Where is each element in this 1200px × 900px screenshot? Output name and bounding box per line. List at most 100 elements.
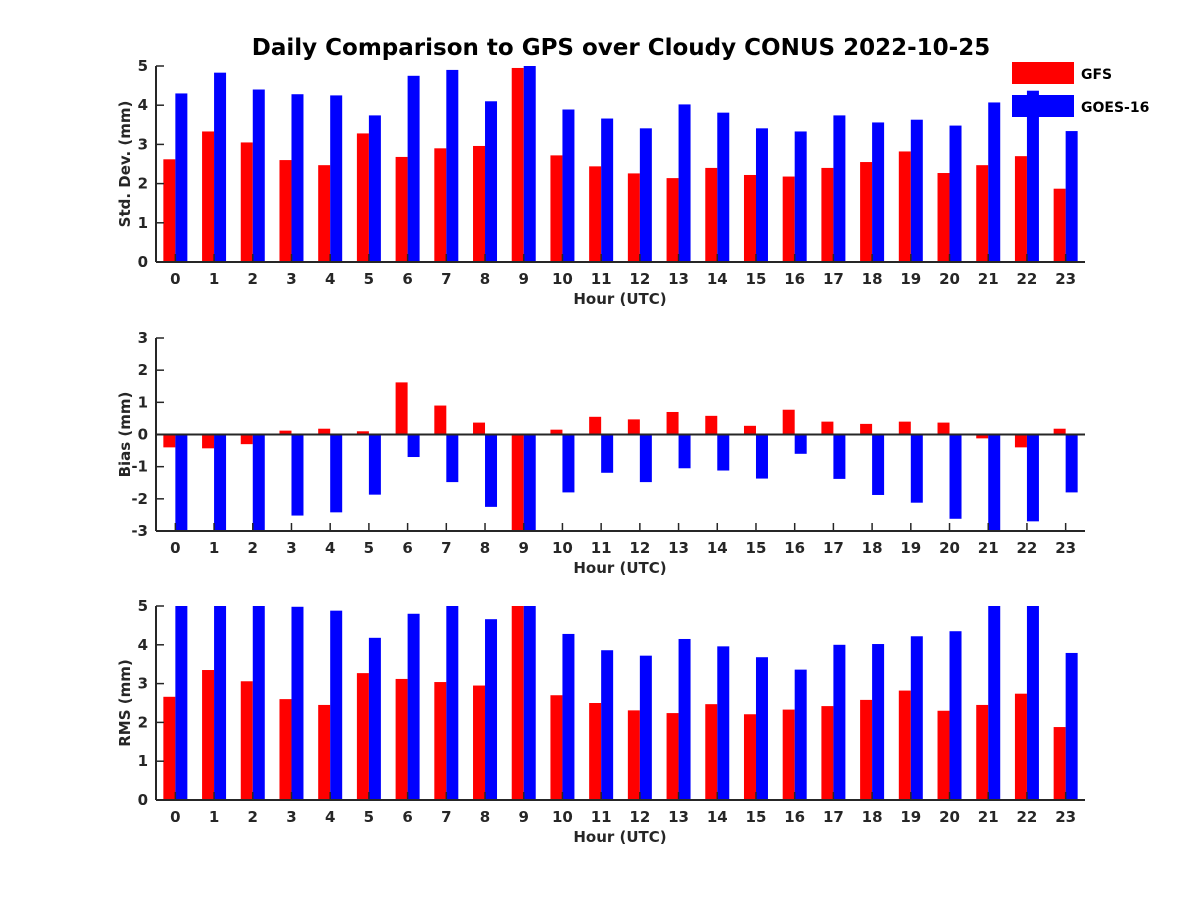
bar-goes16-hour-8 (485, 619, 498, 800)
bar-goes16-hour-18 (872, 434, 885, 495)
bar-goes16-hour-3 (291, 94, 304, 262)
bar-goes16-hour-9 (523, 66, 536, 262)
bar-goes16-hour-0 (175, 606, 188, 800)
bar-goes16-hour-23 (1065, 652, 1078, 800)
legend-label-gfs: GFS (1081, 67, 1112, 83)
y-axis-label: Std. Dev. (mm) (116, 101, 134, 228)
bar-gfs-hour-18 (860, 162, 873, 262)
bar-goes16-hour-19 (910, 119, 923, 262)
bar-gfs-hour-17 (821, 706, 834, 800)
x-tick-label: 5 (364, 270, 374, 288)
bar-goes16-hour-21 (988, 434, 1001, 531)
x-tick-label: 8 (480, 270, 490, 288)
bar-goes16-hour-17 (833, 434, 846, 479)
bar-goes16-hour-13 (678, 434, 691, 469)
y-tick-label: -1 (131, 458, 148, 476)
legend-swatch-gfs (1012, 62, 1074, 84)
x-tick-label: 10 (552, 539, 573, 557)
x-tick-label: 14 (707, 270, 728, 288)
bar-goes16-hour-14 (717, 112, 730, 262)
bar-goes16-hour-7 (446, 606, 459, 800)
legend-label-goes16: GOES-16 (1081, 100, 1149, 116)
bar-gfs-hour-13 (666, 178, 679, 262)
x-tick-label: 16 (784, 270, 805, 288)
bar-goes16-hour-5 (368, 115, 381, 262)
bar-gfs-hour-5 (356, 431, 369, 435)
y-tick-label: 0 (138, 426, 148, 444)
x-tick-label: 20 (939, 808, 960, 826)
x-tick-label: 6 (402, 808, 412, 826)
x-tick-label: 3 (286, 808, 296, 826)
bar-gfs-hour-7 (434, 405, 447, 435)
x-axis-label: Hour (UTC) (573, 828, 666, 846)
bar-goes16-hour-21 (988, 102, 1001, 263)
x-tick-label: 11 (591, 270, 612, 288)
bar-gfs-hour-20 (937, 173, 950, 262)
bar-goes16-hour-4 (330, 610, 343, 800)
x-tick-label: 2 (248, 539, 258, 557)
bar-goes16-hour-6 (407, 613, 420, 800)
bar-goes16-hour-10 (562, 109, 575, 263)
y-tick-label: 2 (138, 175, 148, 193)
bar-gfs-hour-23 (1053, 188, 1066, 262)
x-tick-label: 12 (629, 539, 650, 557)
bar-goes16-hour-3 (291, 606, 304, 800)
bar-goes16-hour-18 (872, 122, 885, 262)
x-tick-label: 23 (1055, 539, 1076, 557)
x-tick-label: 1 (209, 808, 219, 826)
x-tick-label: 14 (707, 539, 728, 557)
bar-goes16-hour-9 (523, 434, 536, 531)
bar-gfs-hour-9 (511, 434, 524, 531)
bar-goes16-hour-9 (523, 606, 536, 800)
bar-gfs-hour-4 (318, 704, 331, 800)
y-tick-label: -2 (131, 490, 148, 508)
legend-swatch-goes16 (1012, 95, 1074, 117)
bar-gfs-hour-2 (240, 142, 253, 262)
bar-gfs-hour-19 (898, 421, 911, 435)
y-tick-label: 4 (138, 636, 148, 654)
x-tick-label: 17 (823, 808, 844, 826)
bar-gfs-hour-11 (589, 416, 602, 435)
x-tick-label: 22 (1017, 808, 1038, 826)
bar-goes16-hour-15 (755, 657, 768, 800)
x-tick-label: 23 (1055, 270, 1076, 288)
bar-gfs-hour-14 (705, 415, 718, 435)
bar-goes16-hour-5 (368, 637, 381, 800)
bar-goes16-hour-22 (1026, 434, 1039, 522)
y-tick-label: 1 (138, 214, 148, 232)
bar-gfs-hour-7 (434, 682, 447, 800)
x-axis-label: Hour (UTC) (573, 559, 666, 577)
bar-goes16-hour-8 (485, 101, 498, 262)
x-tick-label: 20 (939, 539, 960, 557)
bar-gfs-hour-8 (473, 685, 486, 800)
bar-gfs-hour-4 (318, 165, 331, 262)
x-tick-label: 9 (519, 270, 529, 288)
bar-goes16-hour-19 (910, 636, 923, 800)
bar-gfs-hour-22 (1014, 693, 1027, 800)
bar-goes16-hour-23 (1065, 434, 1078, 493)
x-tick-label: 18 (862, 539, 883, 557)
bar-goes16-hour-1 (214, 606, 227, 800)
bar-goes16-hour-2 (252, 606, 265, 800)
bar-gfs-hour-22 (1014, 434, 1027, 448)
bar-gfs-hour-2 (240, 434, 253, 445)
x-tick-label: 12 (629, 270, 650, 288)
x-tick-label: 11 (591, 539, 612, 557)
bar-goes16-hour-19 (910, 434, 923, 503)
bar-goes16-hour-12 (639, 128, 652, 262)
bar-goes16-hour-4 (330, 95, 343, 263)
x-tick-label: 21 (978, 808, 999, 826)
x-tick-label: 11 (591, 808, 612, 826)
x-tick-label: 18 (862, 808, 883, 826)
bar-gfs-hour-3 (279, 699, 292, 800)
bar-gfs-hour-10 (550, 155, 563, 262)
x-tick-label: 15 (746, 270, 767, 288)
bar-goes16-hour-2 (252, 434, 265, 531)
y-tick-label: 2 (138, 361, 148, 379)
bar-gfs-hour-20 (937, 710, 950, 800)
y-tick-label: 2 (138, 713, 148, 731)
x-tick-label: 18 (862, 270, 883, 288)
x-tick-label: 1 (209, 270, 219, 288)
bar-goes16-hour-2 (252, 89, 265, 263)
bar-gfs-hour-15 (743, 174, 756, 262)
